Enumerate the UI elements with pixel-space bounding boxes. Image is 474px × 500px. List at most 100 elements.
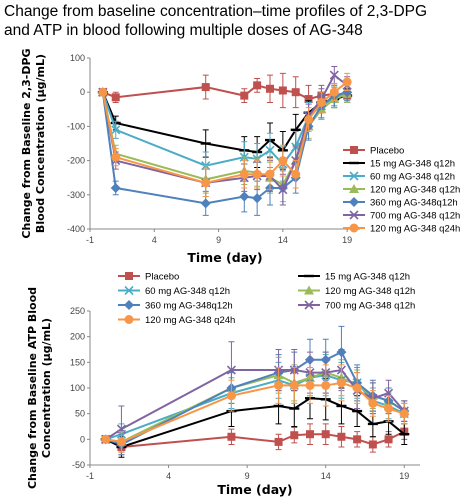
dpg-legend-swatch-marker: [349, 184, 359, 193]
dpg-legend-item: Placebo: [343, 146, 404, 157]
atp-data-point: [226, 365, 236, 375]
atp-data-point: [353, 435, 362, 444]
atp-legend-swatch-marker: [124, 285, 134, 296]
atp-legend: Placebo 15 mg AG-348 q12h 60 mg AG-348 q12…: [118, 272, 415, 326]
atp-data-point: [384, 435, 393, 444]
dpg-legend-item: 120 mg AG-348 q12h: [343, 184, 460, 196]
dpg-data-point: [329, 87, 339, 97]
atp-y-tick-label: 0: [80, 434, 85, 444]
dpg-data-point: [342, 77, 352, 87]
dpg-data-point: [98, 87, 108, 97]
atp-y-axis-title-line-1: Change from Baseline ATP Blood: [26, 287, 39, 489]
atp-y-tick-label: 150: [70, 357, 85, 367]
atp-x-tick-label: -1: [86, 471, 94, 481]
figure-title: Change from baseline concentration–time …: [4, 2, 472, 40]
atp-data-point: [368, 440, 377, 449]
dpg-x-tick-label: 19: [342, 235, 352, 245]
dpg-y-tick-label: -200: [67, 156, 85, 166]
dpg-y-tick-label: 100: [70, 53, 85, 63]
dpg-legend-label: 15 mg AG-348 q12h: [370, 159, 455, 170]
dpg-data-point: [253, 81, 262, 90]
atp-data-point: [306, 430, 314, 439]
atp-series-7: [101, 364, 409, 453]
dpg-data-point: [266, 84, 274, 93]
dpg-data-point: [239, 169, 249, 179]
dpg-data-point: [265, 145, 275, 155]
dpg-data-point: [291, 169, 301, 179]
dpg-y-tick-label: 0: [80, 87, 85, 97]
dpg-data-point: [304, 95, 313, 104]
atp-y-tick-label: 200: [70, 332, 85, 342]
atp-data-point: [289, 380, 299, 390]
atp-legend-label: Placebo: [145, 272, 179, 283]
atp-x-tick-label: 4: [166, 471, 171, 481]
dpg-data-point: [239, 191, 250, 202]
dpg-data-point: [111, 152, 121, 162]
dpg-y-tick-label: -300: [67, 190, 85, 200]
dpg-series-5: [97, 83, 353, 216]
atp-legend-item: 120 mg AG-348 q24h: [118, 315, 235, 326]
dpg-legend-item: 15 mg AG-348 q12h: [343, 159, 455, 170]
dpg-legend-label: 120 mg AG-348 q24h: [370, 224, 460, 235]
dpg-legend-swatch-marker: [349, 210, 359, 220]
dpg-legend-item: 700 mg AG-348 q12h: [343, 210, 460, 222]
dpg-series-6: [98, 66, 352, 206]
dpg-series-2: [97, 88, 353, 170]
dpg-legend-label: 120 mg AG-348 q12h: [370, 185, 460, 196]
atp-legend-swatch-marker: [304, 285, 314, 295]
atp-legend-item: 360 mg AG-348q12h: [118, 300, 233, 312]
atp-legend-swatch-marker: [304, 300, 314, 310]
dpg-chart: 100 0 -100 -200 -300 -400-1 4 9 14 19 Time (day) Ch…: [20, 48, 460, 265]
atp-data-point: [101, 434, 111, 444]
dpg-legend-item: 360 mg AG-348q12h: [343, 197, 458, 209]
dpg-data-point: [110, 182, 121, 193]
dpg-data-point: [329, 70, 339, 80]
atp-data-point: [368, 398, 378, 408]
atp-legend-label: 700 mg AG-348 q12h: [325, 301, 415, 312]
dpg-data-point: [200, 198, 211, 209]
dpg-data-point: [316, 97, 326, 107]
dpg-data-point: [252, 169, 262, 179]
atp-y-tick-label: 50: [75, 409, 85, 419]
dpg-data-point: [304, 115, 314, 125]
atp-y-tick-label: -50: [72, 460, 85, 470]
dpg-y-axis-title-line-2: Blood Concentration (µg/mL): [34, 54, 47, 233]
dpg-axes: 100 0 -100 -200 -300 -400-1 4 9 14 19: [67, 53, 360, 245]
dpg-x-tick-label: -1: [86, 235, 94, 245]
atp-data-point: [384, 404, 394, 414]
atp-data-point: [305, 380, 315, 390]
atp-data-point: [321, 380, 331, 390]
dpg-data-point: [265, 169, 275, 179]
atp-y-tick-label: 100: [70, 383, 85, 393]
atp-legend-swatch-marker: [124, 315, 134, 324]
atp-data-point: [399, 409, 409, 419]
dpg-data-point: [252, 193, 263, 204]
atp-data-point: [321, 430, 330, 439]
atp-legend-label: 60 mg AG-348 q12h: [145, 286, 230, 297]
atp-data-point: [226, 391, 236, 401]
atp-data-point: [337, 432, 346, 441]
atp-y-tick-label: 250: [70, 306, 85, 316]
dpg-legend-swatch-marker: [350, 146, 358, 154]
atp-legend-swatch-marker: [125, 272, 133, 280]
atp-data-point: [116, 437, 126, 447]
dpg-y-axis-title-line-1: Change from Baseline 2,3-DPG: [20, 48, 33, 238]
dpg-legend-label: Placebo: [370, 146, 404, 157]
figure-title-line-2: and ATP in blood following multiple dose…: [4, 22, 363, 39]
atp-data-point: [336, 378, 346, 388]
atp-data-point: [290, 431, 299, 440]
dpg-legend-label: 360 mg AG-348q12h: [370, 198, 458, 209]
atp-legend-label: 120 mg AG-348 q24h: [145, 315, 235, 326]
atp-legend-item: 60 mg AG-348 q12h: [118, 285, 230, 297]
dpg-data-point: [278, 86, 287, 95]
atp-data-point: [274, 437, 283, 446]
atp-series-6: [101, 341, 409, 453]
dpg-data-point: [278, 156, 288, 166]
dpg-data-point: [201, 178, 211, 188]
atp-data-point: [274, 380, 284, 390]
dpg-data-point: [111, 125, 121, 135]
atp-series-4: [100, 351, 410, 453]
dpg-y-tick-label: -100: [67, 121, 85, 131]
dpg-legend-swatch-marker: [349, 197, 359, 207]
